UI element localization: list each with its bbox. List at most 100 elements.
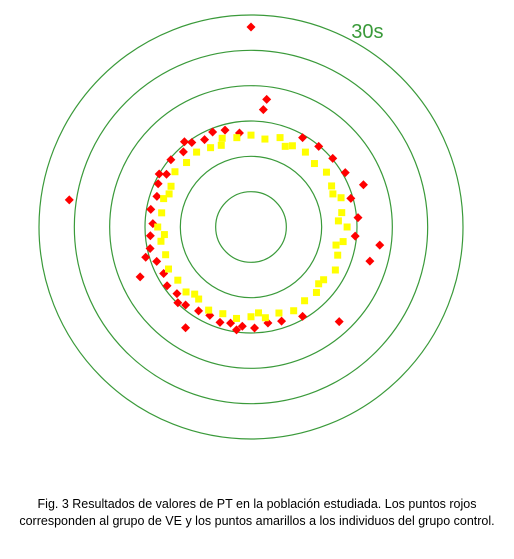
point — [233, 134, 241, 142]
point — [154, 169, 164, 179]
point — [205, 306, 213, 314]
point — [262, 94, 272, 104]
point — [312, 288, 320, 296]
point — [166, 155, 176, 165]
point — [200, 135, 210, 145]
caption: Fig. 3 Resultados de valores de PT en la… — [19, 497, 495, 528]
point — [290, 307, 298, 315]
grid-ring — [73, 49, 429, 405]
point — [171, 168, 179, 176]
point — [181, 323, 191, 333]
point — [178, 147, 188, 157]
point — [215, 317, 225, 327]
point — [193, 148, 201, 156]
point — [275, 309, 283, 317]
point — [255, 309, 263, 317]
point — [181, 300, 191, 310]
point — [179, 137, 189, 147]
point — [334, 251, 342, 259]
point — [145, 243, 155, 253]
point — [288, 142, 296, 150]
grid-ring — [109, 85, 393, 369]
grid-ring — [215, 191, 287, 263]
point — [322, 168, 330, 176]
point — [165, 265, 173, 273]
point — [337, 194, 345, 202]
point — [277, 316, 287, 326]
point — [281, 142, 289, 150]
point — [157, 237, 165, 245]
point — [315, 280, 323, 288]
point — [174, 276, 182, 284]
point — [328, 153, 338, 163]
point — [353, 213, 363, 223]
point — [338, 209, 346, 217]
point — [152, 256, 162, 266]
point — [217, 141, 225, 149]
point — [207, 144, 215, 152]
point — [331, 266, 339, 274]
point — [191, 290, 199, 298]
point — [146, 204, 156, 214]
point — [162, 251, 170, 259]
point — [172, 289, 182, 299]
point — [358, 180, 368, 190]
point — [328, 182, 336, 190]
point — [276, 134, 284, 142]
point — [218, 134, 226, 142]
point — [298, 311, 308, 321]
point — [261, 314, 269, 322]
point — [194, 306, 204, 316]
point — [165, 190, 173, 198]
point — [226, 318, 236, 328]
point — [160, 231, 168, 239]
point — [232, 325, 242, 335]
point — [173, 298, 183, 308]
point — [153, 179, 163, 189]
point — [301, 148, 309, 156]
point — [334, 317, 344, 327]
point — [247, 131, 255, 139]
grid-ring — [144, 120, 358, 334]
point — [350, 231, 360, 241]
point — [182, 288, 190, 296]
point — [250, 323, 260, 333]
point — [261, 135, 269, 143]
point — [310, 160, 318, 168]
point — [365, 256, 375, 266]
point — [334, 217, 342, 225]
point — [64, 195, 74, 205]
point — [220, 125, 230, 135]
point — [375, 240, 385, 250]
chart: 30s — [38, 14, 464, 440]
point — [301, 297, 309, 305]
point — [340, 168, 350, 178]
point — [152, 191, 162, 201]
point — [162, 281, 172, 291]
point — [183, 159, 191, 167]
point — [167, 182, 175, 190]
point — [247, 313, 255, 321]
point — [332, 241, 340, 249]
point — [162, 169, 172, 179]
ring-label: 30s — [351, 21, 383, 43]
point — [187, 137, 197, 147]
point — [219, 310, 227, 318]
point — [343, 223, 351, 231]
point — [314, 141, 324, 151]
point — [346, 193, 356, 203]
point — [195, 295, 203, 303]
point — [237, 321, 247, 331]
point — [320, 276, 328, 284]
grid-ring — [179, 155, 323, 299]
grid-ring — [38, 14, 464, 440]
point — [141, 252, 151, 262]
point — [208, 127, 218, 137]
point — [339, 238, 347, 246]
point — [233, 314, 241, 322]
point — [160, 195, 168, 203]
point — [135, 272, 145, 282]
point — [298, 133, 308, 143]
point — [258, 105, 268, 115]
